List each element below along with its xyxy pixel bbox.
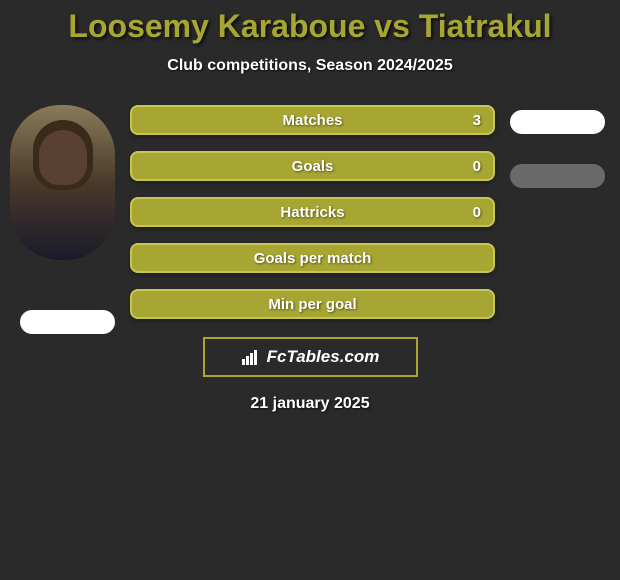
- stat-value: 3: [473, 112, 481, 129]
- stat-label: Goals per match: [254, 250, 372, 267]
- bar-chart-icon: [241, 349, 261, 365]
- avatar-silhouette-face: [39, 130, 87, 185]
- stat-label: Min per goal: [268, 296, 356, 313]
- date-text: 21 january 2025: [0, 395, 620, 413]
- stat-bar-matches: Matches 3: [130, 105, 495, 135]
- indicator-pill-goals: [510, 164, 605, 188]
- player-avatar-left: [10, 105, 115, 260]
- logo-text: FcTables.com: [267, 347, 380, 367]
- comparison-subtitle: Club competitions, Season 2024/2025: [0, 57, 620, 75]
- fctables-logo-box[interactable]: FcTables.com: [203, 337, 418, 377]
- stat-bar-goals: Goals 0: [130, 151, 495, 181]
- right-indicators-column: [510, 105, 610, 188]
- stat-value: 0: [473, 158, 481, 175]
- left-indicator-container: [20, 310, 115, 334]
- stat-label: Hattricks: [280, 204, 344, 221]
- stats-bars-column: Matches 3 Goals 0 Hattricks 0 Goals per …: [130, 105, 495, 319]
- stat-label: Matches: [282, 112, 342, 129]
- comparison-content: Matches 3 Goals 0 Hattricks 0 Goals per …: [0, 105, 620, 319]
- indicator-pill-matches: [510, 110, 605, 134]
- stat-bar-hattricks: Hattricks 0: [130, 197, 495, 227]
- stat-value: 0: [473, 204, 481, 221]
- stat-bar-goals-per-match: Goals per match: [130, 243, 495, 273]
- comparison-title: Loosemy Karaboue vs Tiatrakul: [0, 8, 620, 45]
- stat-bar-min-per-goal: Min per goal: [130, 289, 495, 319]
- indicator-pill-left: [20, 310, 115, 334]
- stat-label: Goals: [292, 158, 334, 175]
